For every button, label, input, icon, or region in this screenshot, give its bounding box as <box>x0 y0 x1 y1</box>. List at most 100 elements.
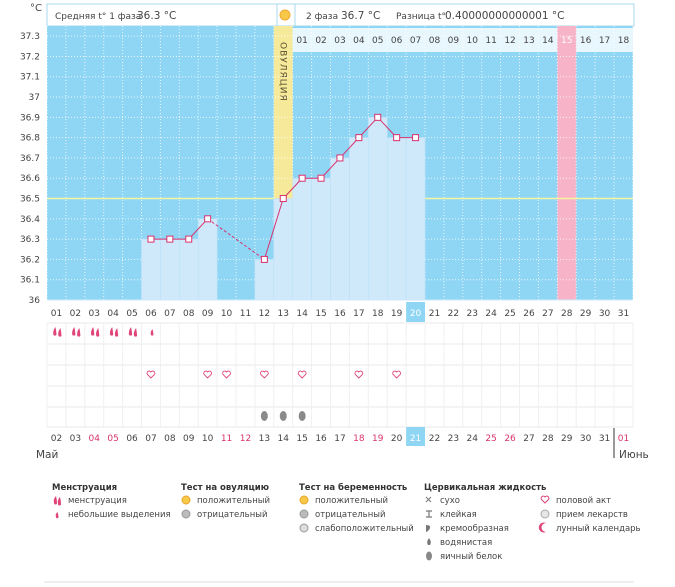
date-label: 10 <box>202 434 214 444</box>
date-label: 05 <box>107 434 118 444</box>
legend-item-label: половой акт <box>556 496 611 506</box>
temperature-point <box>166 235 174 243</box>
date-label: 25 <box>485 434 496 444</box>
cycle-day-label: 12 <box>259 309 270 319</box>
big-drop-icon <box>53 327 57 336</box>
legend-item-label: слабоположительный <box>315 524 414 534</box>
phase1-label: Средняя t° 1 фаза <box>55 12 141 22</box>
diff-label: Разница t° <box>396 12 446 22</box>
legend-item-label: отрицательный <box>315 510 385 520</box>
cycle-day-label: 25 <box>504 309 515 319</box>
cycle-day-label: 16 <box>334 309 346 319</box>
date-label: 28 <box>542 434 554 444</box>
temperature-bar <box>311 177 331 301</box>
legend-item-label: отрицательный <box>197 510 267 520</box>
legend-item-label: сухо <box>440 496 460 506</box>
date-label: 15 <box>296 434 307 444</box>
weak-positive-test-icon <box>299 523 309 533</box>
date-label: 02 <box>51 434 62 444</box>
heart-icon <box>540 495 550 504</box>
luteal-day-label: 14 <box>542 36 554 46</box>
big-drop-icon <box>96 328 100 337</box>
creamy-icon <box>426 525 431 532</box>
date-label: 26 <box>504 434 516 444</box>
temperature-bar <box>292 177 312 301</box>
cycle-day-label: 18 <box>372 309 384 319</box>
big-drop-icon <box>91 327 95 336</box>
cycle-day-label: 29 <box>580 309 592 319</box>
temperature-point <box>393 134 401 142</box>
legend-group-title: Менструация <box>52 483 117 493</box>
phase2-value: 36.7 °C <box>341 10 380 22</box>
date-label: 27 <box>523 434 534 444</box>
date-label: 19 <box>372 434 384 444</box>
date-label: 04 <box>89 434 101 444</box>
luteal-day-label: 09 <box>448 36 460 46</box>
ovulation-label: ОВУЛЯЦИЯ <box>277 42 287 102</box>
temperature-point <box>317 174 325 182</box>
small-drop-icon <box>150 329 154 336</box>
temperature-bar <box>254 259 275 301</box>
luteal-day-label: 01 <box>296 36 307 46</box>
date-label: 31 <box>599 434 610 444</box>
current-cycle-day <box>406 302 425 322</box>
cycle-day-label: 05 <box>126 309 137 319</box>
cycle-day-label: 22 <box>448 309 459 319</box>
cycle-day-label: 31 <box>618 309 629 319</box>
month-end-label: Июнь <box>619 449 649 461</box>
luteal-day-label: 02 <box>315 36 326 46</box>
date-label: 03 <box>70 434 81 444</box>
temperature-point <box>204 215 212 223</box>
date-label: 16 <box>315 434 327 444</box>
temperature-point <box>279 195 287 203</box>
dry-icon <box>425 496 432 503</box>
temperature-bar <box>349 137 369 301</box>
temperature-gap-line <box>207 218 265 260</box>
temperature-bar <box>386 137 407 301</box>
luteal-day-label: 15 <box>561 36 572 46</box>
temperature-bar <box>179 238 199 301</box>
legend-item-label: лунный календарь <box>556 524 641 534</box>
y-tick-label: 36 <box>29 296 41 306</box>
phase1-value: 36.3 °C <box>137 10 176 22</box>
cycle-day-label: 24 <box>485 309 497 319</box>
negative-test-icon <box>181 509 191 519</box>
cycle-day-label: 06 <box>145 309 157 319</box>
cycle-day-label: 07 <box>164 309 175 319</box>
legend-item-label: менструация <box>68 496 127 506</box>
cycle-day-label: 30 <box>599 309 611 319</box>
y-tick-label: 36.3 <box>20 235 40 245</box>
temperature-point <box>374 113 382 121</box>
date-label: 06 <box>126 434 138 444</box>
temperature-point <box>185 235 193 243</box>
luteal-day-label: 11 <box>485 36 496 46</box>
luteal-day-label: 12 <box>504 36 515 46</box>
luteal-day-label: 03 <box>334 36 345 46</box>
luteal-day-label: 08 <box>429 36 441 46</box>
date-label: 20 <box>391 434 403 444</box>
date-label: 22 <box>429 434 440 444</box>
ovulation-sun-icon <box>279 9 291 21</box>
pill-icon <box>540 509 550 519</box>
cycle-day-label: 14 <box>296 309 308 319</box>
date-label: 29 <box>561 434 573 444</box>
temperature-bar <box>160 238 180 301</box>
temperature-point <box>336 154 344 162</box>
legend-item-label: положительный <box>197 496 270 506</box>
y-tick-label: 36.4 <box>20 215 40 225</box>
heart-icon <box>146 370 156 379</box>
date-label: 30 <box>580 434 592 444</box>
watery-icon <box>427 538 431 545</box>
legend-item-label: яичный белок <box>440 552 502 562</box>
luteal-day-label: 05 <box>372 36 383 46</box>
cycle-day-label: 21 <box>429 309 440 319</box>
date-label: 14 <box>278 434 290 444</box>
moon-icon <box>538 522 546 533</box>
y-tick-label: 36.7 <box>20 154 40 164</box>
legend-item-label: водянистая <box>440 538 492 548</box>
legend-item-label: прием лекарств <box>556 510 628 520</box>
legend-group-title: Цервикальная жидкость <box>424 483 546 493</box>
legend-group-title: Тест на овуляцию <box>181 483 269 493</box>
legend-item-label: клейкая <box>440 510 477 520</box>
